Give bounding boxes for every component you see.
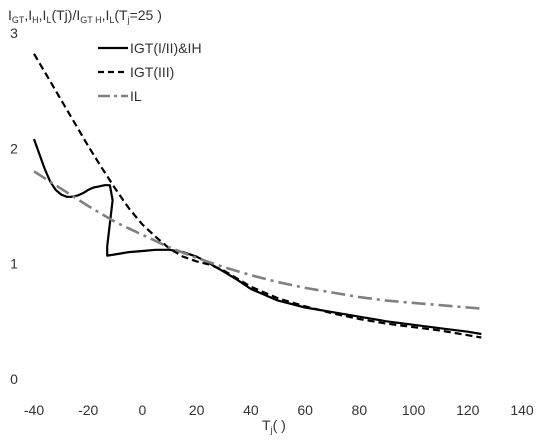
series-line-2 xyxy=(33,53,482,339)
y-axis-title: IGT,IH,IL(Tj)/IGT H,IL(Tj=25 ) xyxy=(8,7,162,25)
x-tick-label: 60 xyxy=(297,402,313,418)
x-tick-label: -20 xyxy=(78,402,98,418)
plot-area xyxy=(32,53,482,339)
series-line-1 xyxy=(32,138,482,336)
x-tick-label: -40 xyxy=(24,402,44,418)
y-tick-label: 2 xyxy=(10,140,18,156)
x-tick-label: 0 xyxy=(139,402,147,418)
x-tick-label: 140 xyxy=(510,402,534,418)
legend-label: IGT(I/II)&IH xyxy=(130,40,202,56)
y-axis-ticks: 0 1 2 3 xyxy=(10,25,18,387)
x-tick-label: 120 xyxy=(456,402,480,418)
y-tick-label: 3 xyxy=(10,25,18,41)
x-tick-label: 80 xyxy=(352,402,368,418)
x-axis-ticks: -40 -20 0 20 40 60 80 100 120 140 xyxy=(24,402,534,418)
x-tick-label: 100 xyxy=(402,402,426,418)
legend-label: IL xyxy=(130,88,142,104)
y-tick-label: 0 xyxy=(10,371,18,387)
legend-label: IGT(III) xyxy=(130,64,174,80)
x-axis-title: Tj( ) xyxy=(262,417,286,435)
x-tick-label: 40 xyxy=(243,402,259,418)
legend: IGT(I/II)&IH IGT(III) IL xyxy=(98,40,202,104)
x-tick-label: 20 xyxy=(189,402,205,418)
y-tick-label: 1 xyxy=(10,256,18,272)
series-line-3 xyxy=(33,170,482,310)
